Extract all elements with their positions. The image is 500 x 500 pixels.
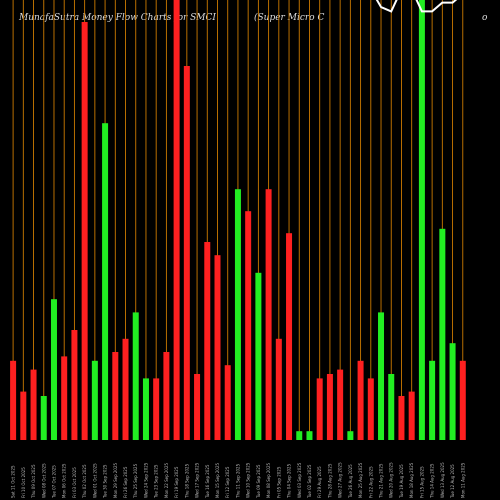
volume-bar [132,312,139,440]
x-tick-label: Fri 05 Sep 2025 [276,466,281,498]
x-tick-label: Fri 29 Aug 2025 [317,466,322,498]
x-tick-label: Mon 22 Sep 2025 [164,462,169,498]
x-tick-label: Fri 03 Oct 2025 [72,467,77,498]
x-tick-labels: Sat 11 Oct 2025 Fri 10 Oct 2025 Thu 09 Oct… [11,462,466,499]
volume-bar [316,378,323,440]
volume-bar [245,211,252,440]
x-tick-label: Fri 10 Oct 2025 [21,467,26,498]
volume-bar [20,391,27,440]
volume-bar [326,374,333,440]
site-title: MunafaSutra Money Flow Charts for SMCI [19,13,216,23]
x-tick-label: Thu 18 Sep 2025 [184,463,189,499]
x-tick-label: Wed 03 Sep 2025 [297,462,302,498]
volume-bar [418,0,425,440]
x-tick-label: Mon 06 Oct 2025 [62,463,67,498]
volume-bar [378,312,385,440]
x-tick-label: Tue 19 Aug 2025 [399,464,404,499]
volume-bar [194,374,201,440]
volume-bars [10,0,466,440]
x-tick-label: Fri 12 Sep 2025 [225,466,230,498]
x-tick-label: Mon 15 Sep 2025 [215,462,220,498]
x-tick-label: Sat 11 Oct 2025 [11,465,16,498]
x-tick-label: Mon 18 Aug 2025 [409,462,414,498]
volume-bar [306,431,313,440]
x-tick-label: Mon 29 Sep 2025 [113,462,118,498]
x-tick-label: Tue 12 Aug 2025 [450,464,455,499]
volume-bar [142,378,149,440]
x-tick-label: Thu 11 Sep 2025 [235,463,240,499]
x-tick-label: Tue 26 Aug 2025 [348,464,353,499]
volume-bar [224,365,231,440]
x-tick-label: Thu 21 Aug 2025 [379,463,384,499]
volume-bar [439,228,446,440]
volume-bar [30,369,37,440]
x-tick-label: Mon 08 Sep 2025 [266,462,271,498]
volume-bar [71,330,78,440]
volume-bar [163,352,170,440]
volume-bar [286,233,293,440]
x-tick-label: Fri 26 Sep 2025 [123,466,128,498]
x-tick-label: Mon 25 Aug 2025 [358,462,363,498]
x-tick-label: Wed 17 Sep 2025 [195,462,200,498]
x-tick-label: Tue 02 Sep 2025 [307,464,312,499]
x-tick-label: Tue 09 Sep 2025 [256,464,261,499]
x-tick-label: Thu 14 Aug 2025 [430,463,435,499]
volume-bar [153,378,160,440]
volume-bar [429,360,436,440]
x-tick-label: Wed 08 Oct 2025 [41,463,46,498]
volume-bar [296,431,303,440]
volume-bar [265,189,272,440]
volume-bar [388,374,395,440]
x-tick-label: Fri 19 Sep 2025 [174,466,179,498]
volume-bar [81,22,88,440]
volume-bar [204,242,211,440]
volume-bar [183,66,190,440]
price-line [375,0,458,13]
volume-bar [459,360,466,440]
volume-bar [112,352,119,440]
volume-bar [173,0,180,440]
volume-bar [255,272,262,440]
x-tick-label: Fri 22 Aug 2025 [368,466,373,498]
volume-bar [61,356,68,440]
x-tick-label: Fri 15 Aug 2025 [419,466,424,498]
volume-bar [234,189,241,440]
volume-bar [122,338,129,440]
volume-bar [357,360,364,440]
x-tick-label: Tue 30 Sep 2025 [103,464,108,499]
x-tick-label: Thu 25 Sep 2025 [133,463,138,499]
volume-bar [337,369,344,440]
x-tick-label: Mon 11 Aug 2025 [460,462,465,498]
x-tick-label: Wed 13 Aug 2025 [440,462,445,498]
x-tick-label: Thu 09 Oct 2025 [31,464,36,499]
volume-bar [347,431,354,440]
volume-bar [40,396,47,440]
x-tick-label: Wed 10 Sep 2025 [246,462,251,498]
volume-bar [398,396,405,440]
x-tick-label: Tue 23 Sep 2025 [154,464,159,499]
x-tick-label: Thu 02 Oct 2025 [82,464,87,499]
volume-bar [408,391,415,440]
volume-bar [275,338,282,440]
volume-bar [91,360,98,440]
volume-bar [102,123,109,440]
x-tick-label: Wed 20 Aug 2025 [389,462,394,498]
x-tick-label: Thu 04 Sep 2025 [287,463,292,499]
volume-bar [50,299,57,440]
x-tick-label: Tue 16 Sep 2025 [205,464,210,499]
corner-text: o [482,13,488,23]
x-tick-label: Wed 24 Sep 2025 [143,462,148,498]
x-tick-label: Tue 07 Oct 2025 [51,465,56,499]
x-tick-label: Thu 28 Aug 2025 [327,463,332,499]
volume-bar [214,255,221,440]
volume-bar [449,343,456,440]
volume-bar [10,360,17,440]
x-tick-label: Wed 27 Aug 2025 [338,462,343,498]
x-tick-label: Wed 01 Oct 2025 [92,463,97,498]
volume-bar [367,378,374,440]
